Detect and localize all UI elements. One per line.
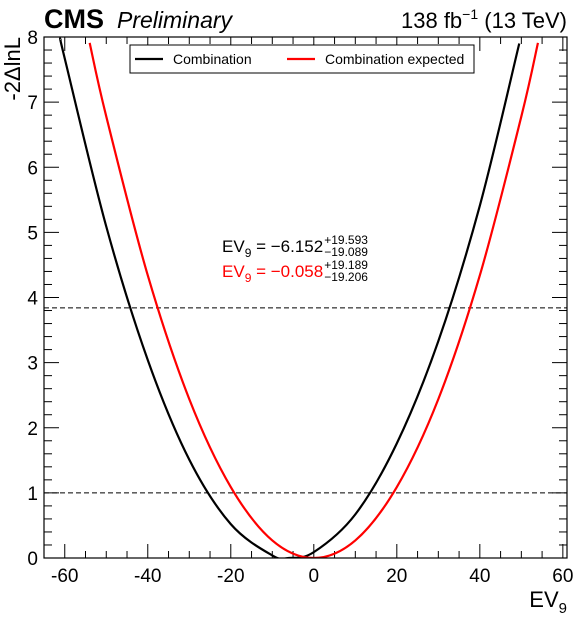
likelihood-curve: [88, 42, 540, 558]
annotation: EV9 = −6.152: [222, 237, 323, 260]
annotation-up: +19.593: [324, 233, 368, 247]
likelihood-curve: [58, 37, 521, 558]
cms-label: CMS: [44, 4, 104, 34]
lumi-energy: (13 TeV): [478, 8, 567, 33]
x-label-sub: 9: [559, 600, 567, 617]
annotation-value: = −0.058: [251, 262, 323, 281]
annotation-sub: 9: [245, 271, 252, 285]
x-tick-label: -60: [51, 566, 78, 587]
y-tick-label: 6: [27, 158, 38, 179]
y-tick-label: 5: [27, 223, 38, 244]
lumi-sup: −1: [462, 6, 478, 22]
y-tick-label: 1: [27, 484, 38, 505]
y-tick-label: 0: [27, 549, 38, 570]
plot-frame: [43, 36, 568, 559]
y-axis-label: -2ΔlnL: [0, 37, 25, 101]
x-tick-label: 40: [469, 566, 490, 587]
legend-label: Combination expected: [325, 51, 464, 67]
preliminary-label: Preliminary: [117, 7, 234, 33]
annotation-var: EV: [222, 262, 245, 281]
annotation-down: −19.206: [324, 270, 368, 284]
annotation-down: −19.089: [324, 245, 368, 259]
annotation-sub: 9: [245, 246, 252, 260]
legend-label: Combination: [173, 51, 252, 67]
annotation-value: = −6.152: [251, 237, 323, 256]
annotation-var: EV: [222, 237, 245, 256]
x-axis-label: EV9: [529, 587, 567, 617]
y-tick-label: 2: [27, 419, 38, 440]
y-tick-label: 4: [27, 289, 38, 310]
lumi-label: 138 fb−1 (13 TeV): [401, 6, 567, 33]
x-tick-label: 0: [309, 566, 320, 587]
x-label-text: EV: [529, 587, 559, 612]
y-tick-label: 8: [27, 28, 38, 49]
x-tick-label: -40: [134, 566, 161, 587]
x-tick-label: 20: [386, 566, 407, 587]
y-tick-label: 3: [27, 354, 38, 375]
x-tick-label: 60: [552, 566, 573, 587]
x-tick-label: -20: [217, 566, 244, 587]
y-tick-label: 7: [27, 93, 38, 114]
annotation: EV9 = −0.058: [222, 262, 323, 285]
lumi-text: 138 fb: [401, 8, 462, 33]
annotation-up: +19.189: [324, 258, 368, 272]
